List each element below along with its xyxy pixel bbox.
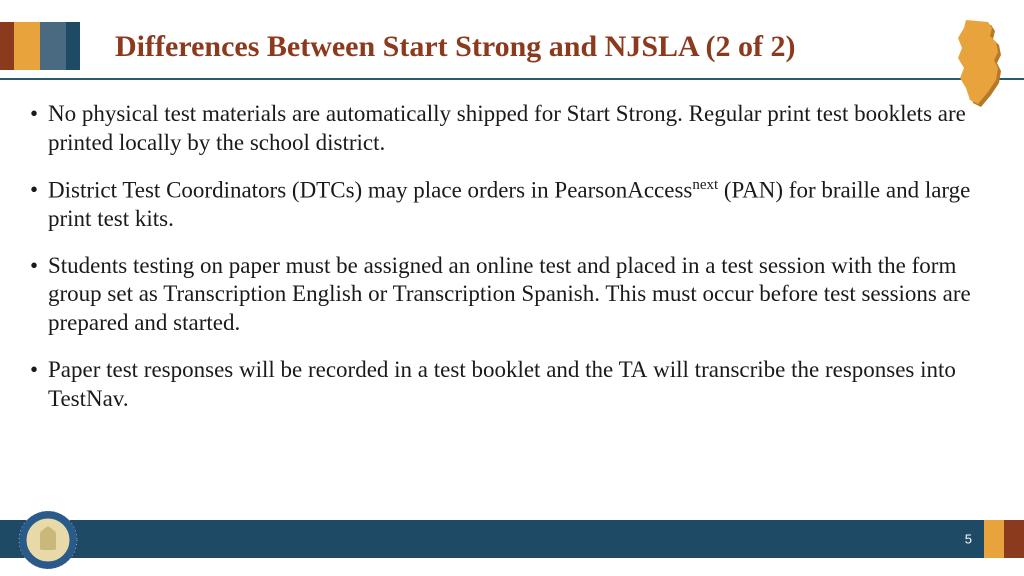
bullet-item: No physical test materials are automatic…	[30, 100, 984, 158]
header-bar	[14, 22, 40, 70]
footer-accent-bar	[984, 520, 1004, 558]
footer-accent-bar	[1004, 520, 1024, 558]
page-number: 5	[965, 532, 972, 547]
content-area: No physical test materials are automatic…	[30, 100, 984, 431]
title-container: Differences Between Start Strong and NJS…	[115, 30, 964, 64]
header-bar	[0, 22, 14, 70]
title-underline	[0, 78, 1024, 80]
nj-state-icon	[948, 18, 1006, 108]
page-title: Differences Between Start Strong and NJS…	[115, 30, 964, 64]
bullet-list: No physical test materials are automatic…	[30, 100, 984, 413]
bullet-item: District Test Coordinators (DTCs) may pl…	[30, 176, 984, 234]
header-bar	[66, 22, 80, 70]
header-accent-bars	[0, 22, 80, 70]
footer-bar: 5	[0, 520, 1024, 558]
state-seal-icon	[18, 510, 78, 570]
bullet-item: Paper test responses will be recorded in…	[30, 356, 984, 414]
footer-main: 5	[0, 520, 984, 558]
bullet-item: Students testing on paper must be assign…	[30, 252, 984, 338]
header-bar	[40, 22, 66, 70]
